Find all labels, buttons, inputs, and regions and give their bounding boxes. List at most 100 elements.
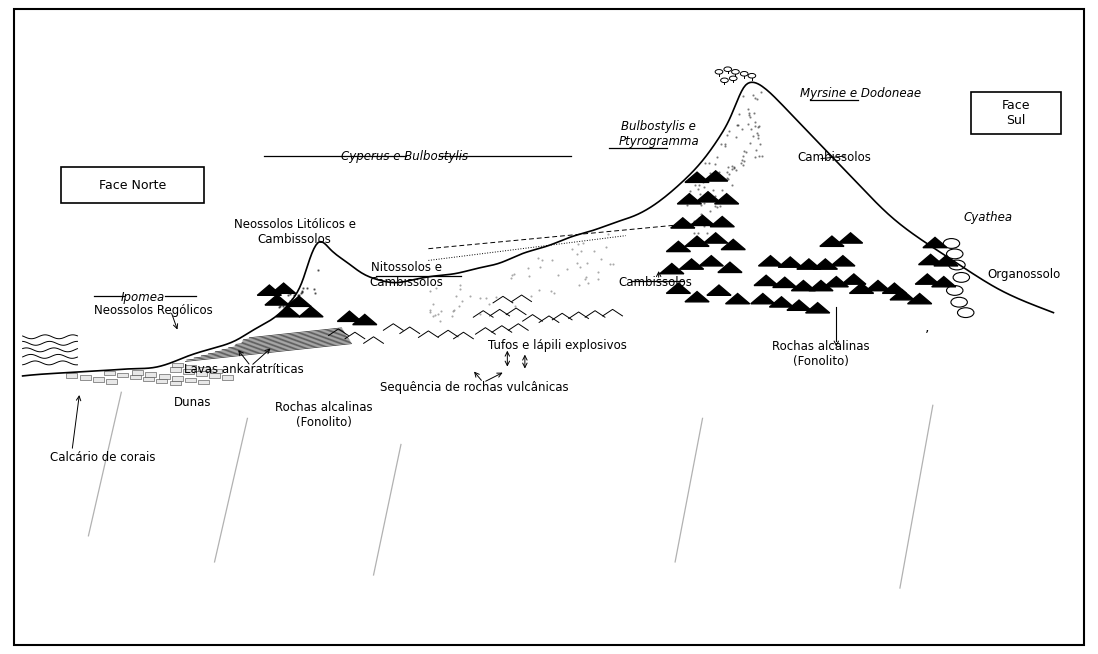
Polygon shape — [787, 300, 811, 310]
Text: Face Norte: Face Norte — [99, 179, 166, 192]
Bar — [171, 363, 182, 368]
Bar — [107, 379, 116, 384]
Bar — [209, 373, 220, 378]
Polygon shape — [671, 218, 695, 228]
Polygon shape — [265, 295, 289, 305]
Polygon shape — [680, 259, 704, 269]
Text: Sequência de rochas vulcânicas: Sequência de rochas vulcânicas — [380, 381, 569, 394]
Text: Bulbostylis e
Ptyrogramma: Bulbostylis e Ptyrogramma — [618, 120, 699, 148]
Polygon shape — [271, 283, 295, 294]
Text: Face
Sul: Face Sul — [1001, 99, 1030, 128]
Text: Calcário de corais: Calcário de corais — [51, 451, 156, 464]
Polygon shape — [806, 303, 830, 313]
Bar — [145, 372, 156, 377]
Text: Cambissolos: Cambissolos — [797, 151, 871, 164]
Text: ʼ: ʼ — [926, 329, 930, 343]
Bar — [169, 368, 180, 372]
Text: Cyperus e Bulbostylis: Cyperus e Bulbostylis — [340, 150, 468, 162]
Polygon shape — [866, 281, 890, 291]
Polygon shape — [792, 281, 816, 291]
Bar — [184, 365, 195, 370]
Bar — [222, 375, 233, 380]
Bar — [198, 380, 209, 385]
Bar — [972, 92, 1061, 135]
Polygon shape — [666, 283, 691, 294]
Text: Cambissolos: Cambissolos — [618, 276, 693, 289]
Polygon shape — [685, 172, 709, 182]
Polygon shape — [797, 259, 821, 269]
Text: Rochas alcalinas
(Fonolito): Rochas alcalinas (Fonolito) — [276, 401, 373, 429]
Text: Dunas: Dunas — [173, 396, 211, 409]
Text: Organossolo: Organossolo — [987, 268, 1061, 281]
Polygon shape — [707, 285, 731, 296]
Polygon shape — [287, 296, 311, 307]
Polygon shape — [257, 285, 281, 296]
Bar — [158, 374, 169, 379]
Polygon shape — [699, 256, 724, 266]
Polygon shape — [932, 277, 956, 287]
Bar — [67, 373, 78, 378]
Text: Tufos e lápili explosivos: Tufos e lápili explosivos — [489, 339, 627, 352]
Polygon shape — [831, 256, 855, 266]
Polygon shape — [773, 277, 797, 288]
Polygon shape — [839, 233, 863, 243]
Bar — [198, 367, 209, 371]
Polygon shape — [883, 283, 907, 294]
Polygon shape — [691, 215, 715, 226]
Bar — [156, 379, 167, 383]
Polygon shape — [726, 294, 750, 304]
Polygon shape — [842, 274, 866, 284]
Polygon shape — [923, 237, 948, 248]
Bar — [93, 377, 104, 382]
Text: Lavas ankaratríticas: Lavas ankaratríticas — [184, 363, 304, 376]
Text: Neossolos Litólicos e
Cambissolos: Neossolos Litólicos e Cambissolos — [234, 218, 356, 247]
Text: Ipomea: Ipomea — [121, 291, 166, 304]
Polygon shape — [770, 297, 794, 307]
Bar — [171, 376, 182, 381]
Polygon shape — [704, 171, 728, 181]
Polygon shape — [337, 311, 361, 321]
Polygon shape — [820, 236, 844, 247]
Text: Rochas alcalinas
(Fonolito): Rochas alcalinas (Fonolito) — [772, 341, 870, 368]
Bar — [169, 381, 180, 385]
Polygon shape — [704, 233, 728, 243]
Text: Cyathea: Cyathea — [964, 211, 1012, 224]
Polygon shape — [721, 239, 746, 250]
Polygon shape — [718, 262, 742, 273]
Polygon shape — [751, 294, 775, 304]
Polygon shape — [685, 236, 709, 247]
Polygon shape — [814, 259, 838, 269]
Polygon shape — [666, 241, 691, 252]
Bar — [104, 371, 115, 375]
Polygon shape — [890, 290, 915, 300]
Bar — [130, 375, 141, 379]
Bar — [80, 375, 91, 380]
Polygon shape — [696, 192, 720, 202]
Text: Myrsine e Dodoneae: Myrsine e Dodoneae — [799, 87, 921, 100]
Polygon shape — [660, 264, 684, 274]
Polygon shape — [677, 194, 702, 204]
Polygon shape — [916, 274, 940, 284]
Text: Neossolos Rególicos: Neossolos Rególicos — [94, 304, 213, 317]
Bar — [195, 371, 206, 376]
Polygon shape — [825, 277, 849, 287]
Polygon shape — [919, 254, 943, 265]
Polygon shape — [759, 256, 783, 266]
Polygon shape — [754, 275, 778, 286]
Polygon shape — [778, 257, 803, 267]
Bar — [211, 369, 222, 373]
Bar — [182, 370, 193, 374]
Polygon shape — [352, 315, 377, 324]
Polygon shape — [299, 307, 323, 317]
Bar — [184, 378, 195, 383]
Polygon shape — [685, 292, 709, 302]
Bar — [132, 370, 143, 375]
Polygon shape — [908, 294, 932, 304]
Polygon shape — [850, 283, 874, 294]
Bar — [116, 373, 127, 377]
Polygon shape — [715, 194, 739, 204]
Text: Nitossolos e
Cambissolos: Nitossolos e Cambissolos — [370, 261, 444, 289]
Polygon shape — [809, 281, 833, 291]
Bar — [143, 377, 154, 381]
Polygon shape — [710, 216, 735, 227]
